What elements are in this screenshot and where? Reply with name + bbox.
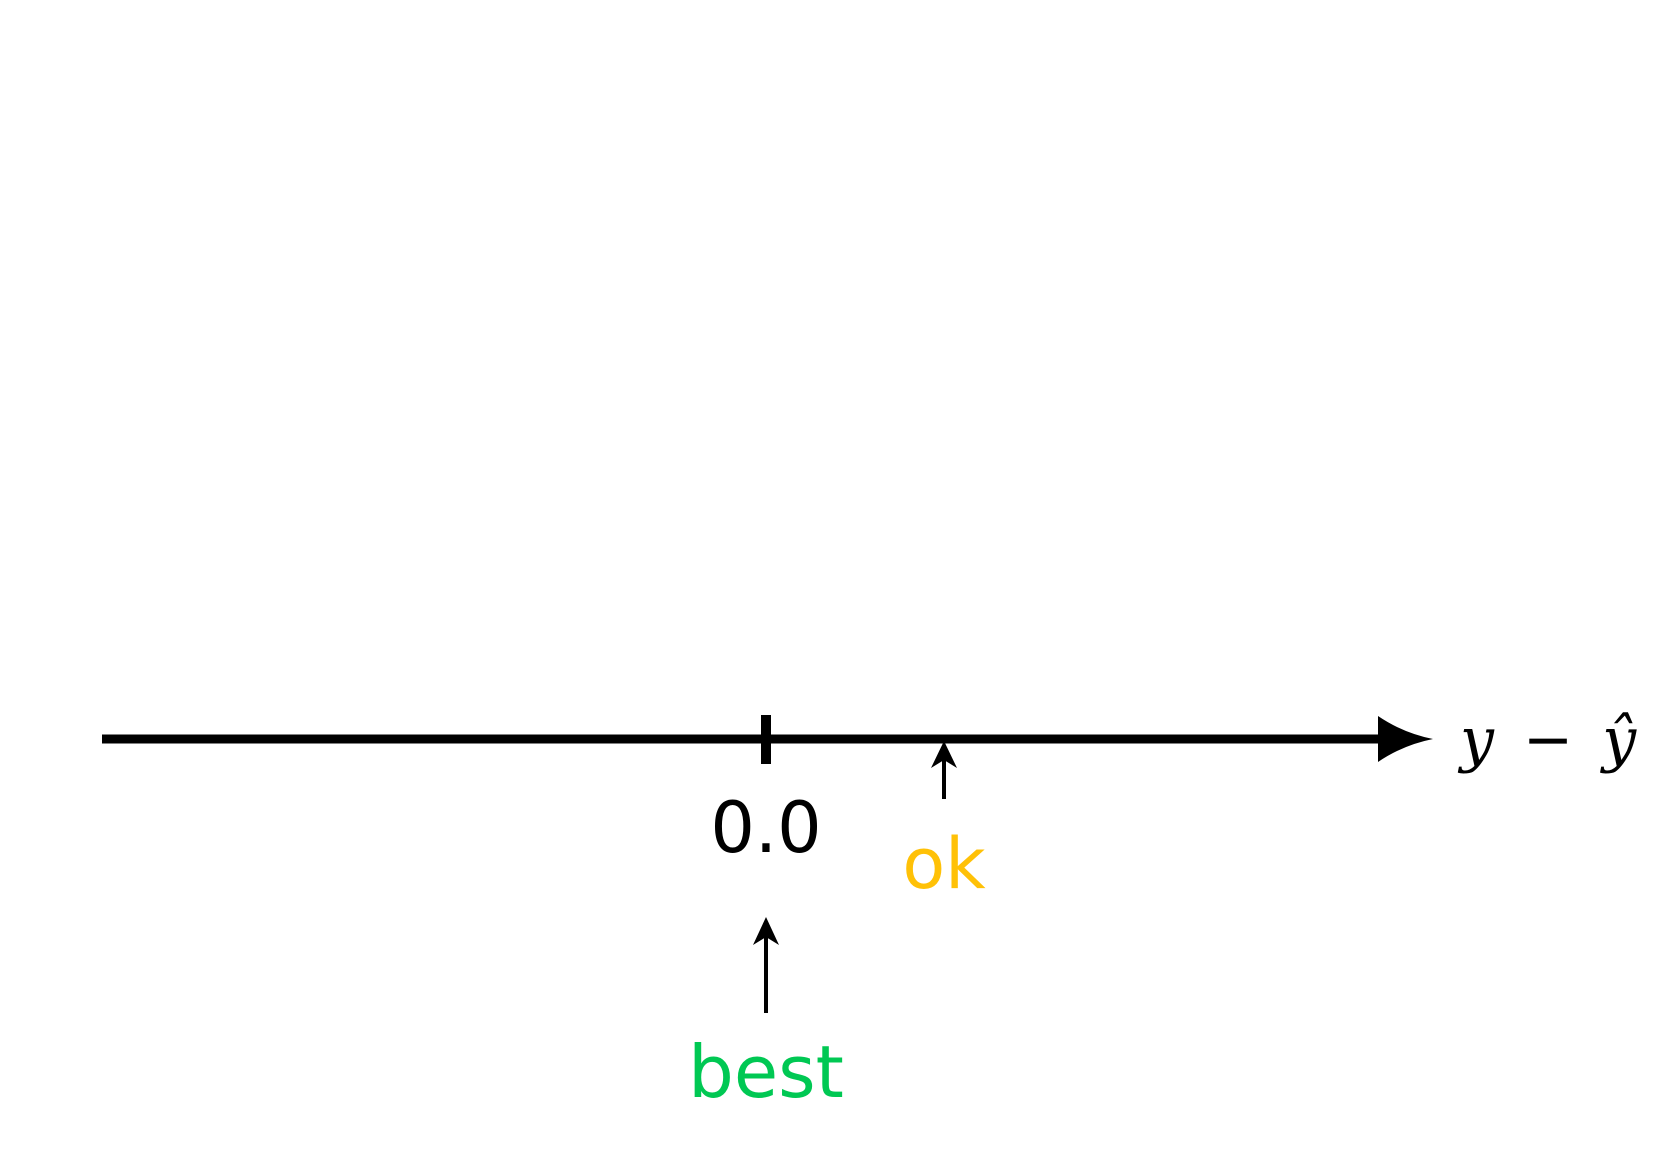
ok-label: ok: [902, 823, 986, 905]
ok-arrow-head: [931, 741, 957, 768]
best-label: best: [688, 1030, 844, 1114]
axis-label-yhat: ŷ: [1599, 705, 1637, 775]
axis-label-minus: −: [1523, 705, 1573, 775]
axis-label-y: y: [1457, 705, 1495, 775]
axis-label: y − ŷ: [1457, 705, 1637, 775]
best-arrow-head: [753, 917, 779, 945]
zero-tick-label: 0.0: [710, 787, 821, 869]
axis-arrowhead: [1378, 716, 1433, 762]
